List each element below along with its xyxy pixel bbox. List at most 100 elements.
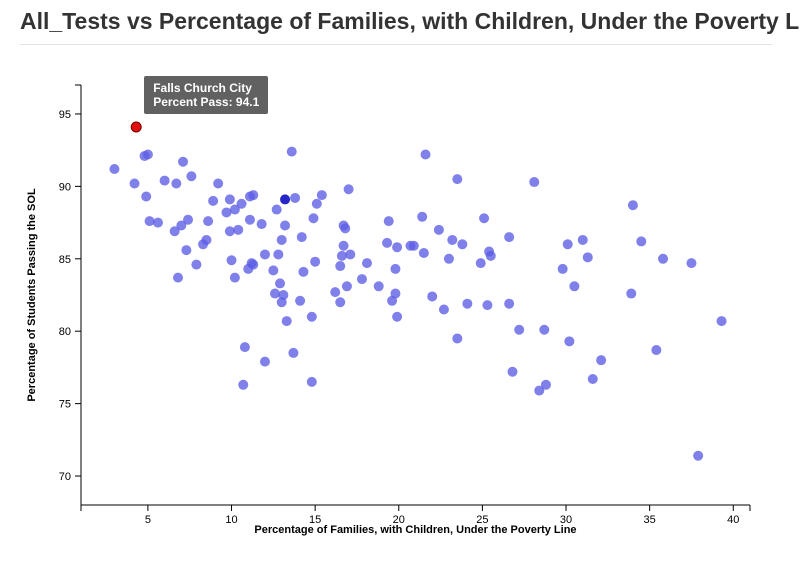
data-point[interactable] — [290, 192, 301, 203]
data-point[interactable] — [457, 239, 468, 250]
data-point[interactable] — [504, 298, 515, 309]
data-point[interactable] — [306, 376, 317, 387]
data-point[interactable] — [539, 324, 550, 335]
data-point[interactable] — [658, 253, 669, 264]
data-point[interactable] — [183, 214, 194, 225]
data-point[interactable] — [256, 219, 267, 230]
data-point[interactable] — [270, 288, 281, 299]
data-point[interactable] — [569, 281, 580, 292]
data-point[interactable] — [427, 291, 438, 302]
data-point[interactable] — [335, 297, 346, 308]
data-point[interactable] — [452, 333, 463, 344]
data-point[interactable] — [627, 200, 638, 211]
data-point[interactable] — [330, 287, 341, 298]
data-point[interactable] — [273, 249, 284, 260]
data-point[interactable] — [514, 324, 525, 335]
data-point[interactable] — [176, 220, 187, 231]
data-point[interactable] — [562, 239, 573, 250]
data-point[interactable] — [308, 213, 319, 224]
data-point[interactable] — [244, 214, 255, 225]
data-point[interactable] — [408, 240, 419, 251]
data-point[interactable] — [392, 311, 403, 322]
data-point[interactable] — [564, 336, 575, 347]
data-point[interactable] — [507, 366, 518, 377]
data-point[interactable] — [186, 171, 197, 182]
data-point[interactable] — [596, 355, 607, 366]
data-point[interactable] — [181, 245, 192, 256]
data-point[interactable] — [651, 345, 662, 356]
data-point[interactable] — [582, 252, 593, 263]
data-point[interactable] — [335, 261, 346, 272]
data-point[interactable] — [203, 216, 214, 227]
data-point[interactable] — [534, 385, 545, 396]
data-point[interactable] — [343, 184, 354, 195]
data-point[interactable] — [373, 281, 384, 292]
data-point[interactable] — [224, 226, 235, 237]
data-point[interactable] — [229, 204, 240, 215]
data-point[interactable] — [462, 298, 473, 309]
data-point[interactable] — [383, 216, 394, 227]
data-point[interactable] — [529, 177, 540, 188]
data-point[interactable] — [438, 304, 449, 315]
data-point[interactable] — [169, 226, 180, 237]
data-point[interactable] — [443, 253, 454, 264]
data-point[interactable] — [356, 274, 367, 285]
data-point[interactable] — [278, 290, 289, 300]
data-point[interactable] — [259, 356, 270, 367]
data-point[interactable] — [345, 249, 356, 260]
data-point[interactable] — [213, 178, 224, 189]
data-point[interactable] — [178, 156, 189, 167]
data-point[interactable] — [390, 263, 401, 274]
data-point[interactable] — [259, 249, 270, 260]
data-point[interactable] — [295, 295, 306, 306]
data-point[interactable] — [557, 263, 568, 274]
data-point[interactable] — [239, 342, 250, 353]
data-point-highlighted[interactable] — [130, 121, 142, 133]
data-point[interactable] — [276, 234, 287, 245]
data-point[interactable] — [208, 195, 219, 206]
data-point[interactable] — [268, 265, 279, 276]
data-point[interactable] — [224, 194, 235, 205]
data-point[interactable] — [636, 236, 647, 247]
data-point[interactable] — [271, 204, 282, 215]
data-point[interactable] — [280, 220, 291, 231]
data-point[interactable] — [306, 311, 317, 322]
data-point[interactable] — [452, 174, 463, 185]
data-point[interactable] — [504, 232, 515, 243]
data-point-selected[interactable] — [280, 194, 291, 205]
data-point[interactable] — [296, 232, 307, 243]
data-point[interactable] — [221, 207, 232, 218]
data-point[interactable] — [191, 259, 202, 270]
data-point[interactable] — [392, 242, 403, 253]
data-point[interactable] — [482, 300, 493, 311]
data-point[interactable] — [686, 258, 697, 269]
data-point[interactable] — [693, 450, 704, 461]
data-point[interactable] — [248, 190, 259, 201]
data-point[interactable] — [310, 256, 321, 267]
data-point[interactable] — [626, 288, 637, 299]
data-point[interactable] — [420, 149, 431, 160]
data-point[interactable] — [129, 178, 140, 189]
data-point[interactable] — [288, 347, 299, 358]
data-point[interactable] — [142, 149, 153, 160]
data-point[interactable] — [229, 272, 240, 283]
data-point[interactable] — [311, 198, 322, 209]
data-point[interactable] — [418, 248, 429, 258]
data-point[interactable] — [171, 178, 182, 189]
data-point[interactable] — [316, 190, 327, 201]
data-point[interactable] — [716, 316, 727, 327]
data-point[interactable] — [159, 175, 170, 186]
data-point[interactable] — [298, 266, 309, 277]
data-point[interactable] — [144, 216, 155, 227]
data-point[interactable] — [336, 250, 347, 261]
data-point[interactable] — [341, 281, 352, 292]
data-point[interactable] — [390, 288, 401, 299]
data-point[interactable] — [226, 255, 237, 266]
data-point[interactable] — [382, 237, 393, 248]
data-point[interactable] — [141, 191, 152, 202]
data-point[interactable] — [475, 258, 486, 269]
data-point[interactable] — [447, 234, 458, 245]
data-point[interactable] — [417, 211, 428, 222]
data-point[interactable] — [340, 223, 351, 234]
data-point[interactable] — [338, 240, 349, 251]
